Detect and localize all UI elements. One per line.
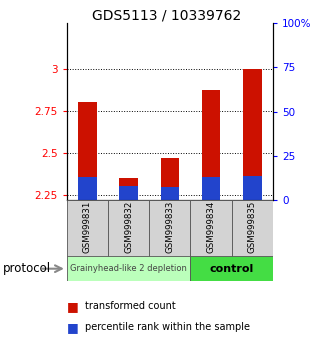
Text: GSM999833: GSM999833 <box>165 201 174 253</box>
Text: Grainyhead-like 2 depletion: Grainyhead-like 2 depletion <box>70 264 187 273</box>
Text: percentile rank within the sample: percentile rank within the sample <box>85 322 250 332</box>
Text: GDS5113 / 10339762: GDS5113 / 10339762 <box>92 9 241 23</box>
Bar <box>119 186 138 200</box>
Bar <box>67 256 190 281</box>
Bar <box>78 177 97 200</box>
Text: GSM999834: GSM999834 <box>206 201 216 253</box>
Bar <box>149 200 190 257</box>
Bar <box>161 187 179 200</box>
Bar <box>202 177 220 200</box>
Bar <box>202 90 220 200</box>
Text: GSM999832: GSM999832 <box>124 201 133 253</box>
Text: control: control <box>210 264 254 274</box>
Text: ■: ■ <box>67 300 78 313</box>
Bar <box>108 200 149 257</box>
Bar <box>190 200 232 257</box>
Bar <box>243 176 262 200</box>
Bar <box>119 178 138 200</box>
Text: GSM999835: GSM999835 <box>248 201 257 253</box>
Bar <box>78 102 97 200</box>
Text: transformed count: transformed count <box>85 301 176 311</box>
Text: GSM999831: GSM999831 <box>83 201 92 253</box>
Bar <box>243 69 262 200</box>
Bar <box>67 200 108 257</box>
Bar <box>190 256 273 281</box>
Text: ■: ■ <box>67 321 78 334</box>
Bar <box>161 158 179 200</box>
Text: protocol: protocol <box>3 262 52 275</box>
Bar <box>232 200 273 257</box>
